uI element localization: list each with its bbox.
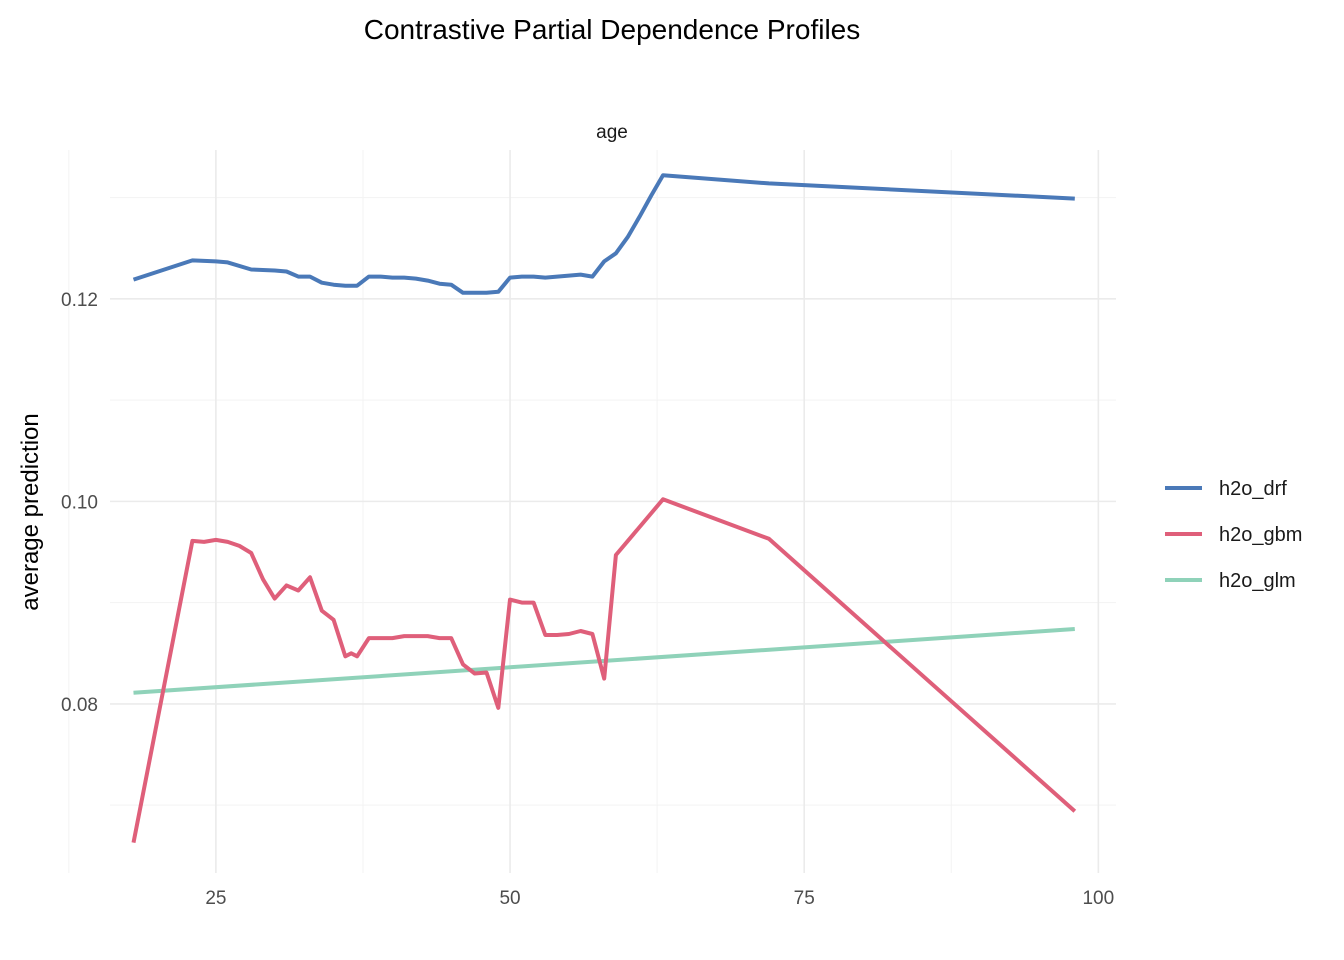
x-axis-ticks: 25 50 75 100 xyxy=(205,888,1114,909)
series-line-h2o-gbm xyxy=(131,497,1077,843)
grid xyxy=(68,150,1116,873)
plot-series xyxy=(131,173,1077,843)
legend: h2o_drf h2o_gbm h2o_glm xyxy=(1165,478,1302,592)
x-tick-label: 25 xyxy=(205,888,226,909)
y-axis-ticks: 0.08 0.10 0.12 xyxy=(61,290,98,716)
y-tick-label: 0.12 xyxy=(61,290,98,311)
y-tick-label: 0.10 xyxy=(61,492,98,513)
x-tick-label: 50 xyxy=(499,888,520,909)
chart-title: Contrastive Partial Dependence Profiles xyxy=(364,14,860,45)
legend-label: h2o_drf xyxy=(1219,478,1287,500)
x-tick-label: 75 xyxy=(794,888,815,909)
x-tick-label: 100 xyxy=(1082,888,1114,909)
series-line-h2o-drf xyxy=(132,173,1075,295)
legend-label: h2o_glm xyxy=(1219,570,1296,592)
facet-strip-label: age xyxy=(596,122,628,143)
legend-label: h2o_gbm xyxy=(1219,524,1302,546)
y-tick-label: 0.08 xyxy=(61,695,98,716)
y-axis-title: average prediction xyxy=(17,413,44,610)
